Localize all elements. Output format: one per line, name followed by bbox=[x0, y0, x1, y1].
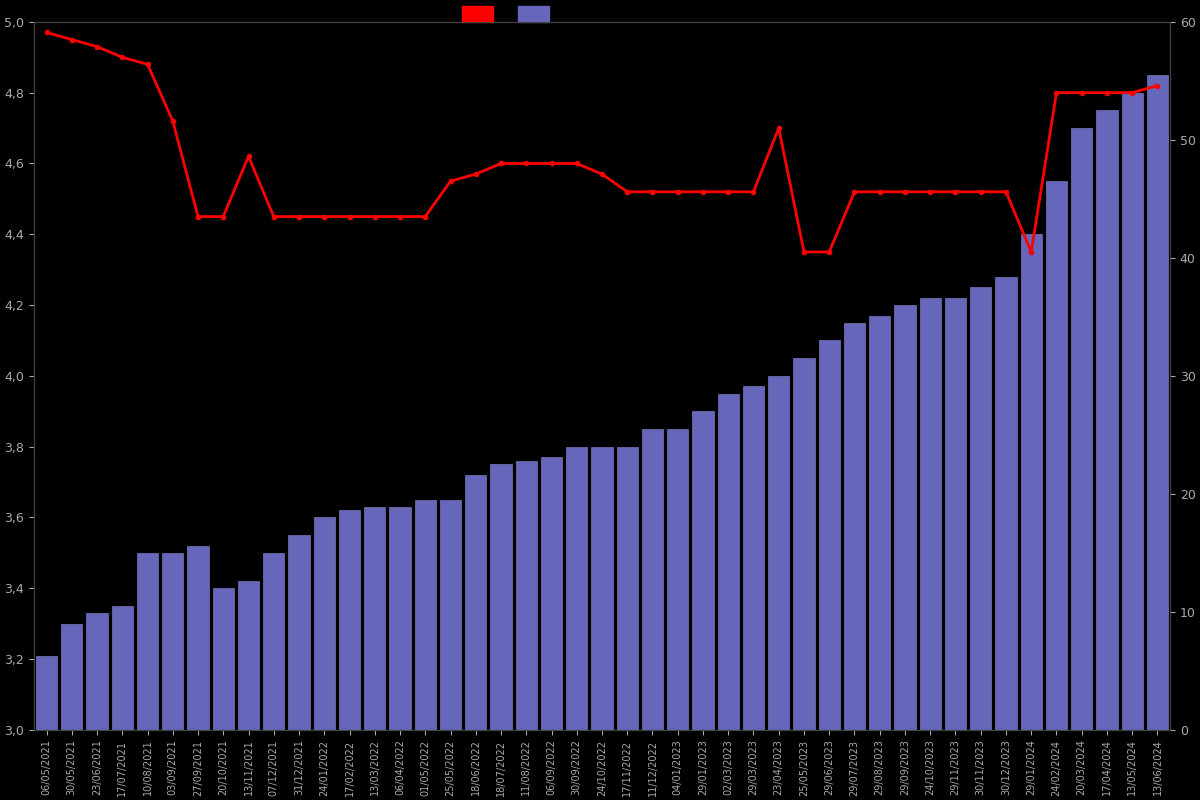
Bar bbox=[970, 287, 991, 730]
Bar bbox=[466, 475, 486, 730]
Bar bbox=[667, 429, 689, 730]
Bar bbox=[364, 507, 385, 730]
Bar bbox=[36, 655, 58, 730]
Bar bbox=[187, 546, 209, 730]
Bar bbox=[414, 500, 436, 730]
Bar bbox=[338, 510, 360, 730]
Bar bbox=[743, 386, 764, 730]
Bar bbox=[1122, 93, 1142, 730]
Bar bbox=[1097, 110, 1117, 730]
Bar bbox=[439, 500, 461, 730]
Bar bbox=[61, 624, 83, 730]
Bar bbox=[793, 358, 815, 730]
Bar bbox=[541, 458, 563, 730]
Bar bbox=[1045, 181, 1067, 730]
Bar bbox=[692, 411, 714, 730]
Legend: , : , bbox=[457, 1, 565, 28]
Bar bbox=[263, 553, 284, 730]
Bar bbox=[1072, 128, 1092, 730]
Bar bbox=[516, 461, 536, 730]
Bar bbox=[137, 553, 158, 730]
Bar bbox=[869, 316, 890, 730]
Bar bbox=[238, 581, 259, 730]
Bar bbox=[718, 394, 739, 730]
Bar bbox=[566, 446, 588, 730]
Bar bbox=[592, 446, 613, 730]
Bar bbox=[894, 305, 916, 730]
Bar bbox=[491, 464, 511, 730]
Bar bbox=[313, 518, 335, 730]
Bar bbox=[944, 298, 966, 730]
Bar bbox=[995, 277, 1016, 730]
Bar bbox=[642, 429, 664, 730]
Bar bbox=[617, 446, 638, 730]
Bar bbox=[86, 613, 108, 730]
Bar bbox=[389, 507, 410, 730]
Bar bbox=[1147, 75, 1169, 730]
Bar bbox=[844, 322, 865, 730]
Bar bbox=[162, 553, 184, 730]
Bar bbox=[919, 298, 941, 730]
Bar bbox=[818, 341, 840, 730]
Bar bbox=[112, 606, 133, 730]
Bar bbox=[1020, 234, 1042, 730]
Bar bbox=[768, 376, 790, 730]
Bar bbox=[288, 535, 310, 730]
Bar bbox=[212, 588, 234, 730]
